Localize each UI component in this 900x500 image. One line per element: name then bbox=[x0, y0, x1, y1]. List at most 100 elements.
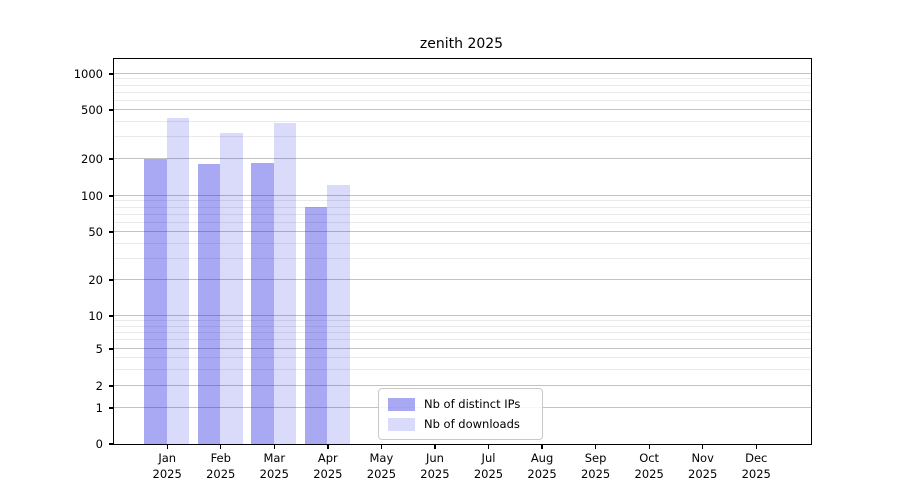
y-tick-label: 1000 bbox=[73, 67, 103, 81]
x-tick-label: Feb 2025 bbox=[193, 451, 249, 482]
gridline-minor bbox=[113, 221, 811, 223]
legend-item-downloads: Nb of downloads bbox=[388, 414, 533, 434]
x-label-month: Dec bbox=[745, 451, 768, 465]
x-tick-label: Jun 2025 bbox=[407, 451, 463, 482]
x-tick-label: Jan 2025 bbox=[139, 451, 195, 482]
x-label-year: 2025 bbox=[259, 466, 289, 481]
x-tick-label: Mar 2025 bbox=[246, 451, 302, 482]
x-tick-label: Aug 2025 bbox=[514, 451, 570, 482]
x-label-year: 2025 bbox=[206, 466, 236, 481]
x-label-year: 2025 bbox=[527, 466, 557, 481]
gridline-minor bbox=[113, 339, 811, 341]
x-label-month: Feb bbox=[210, 451, 231, 465]
gridline-minor bbox=[113, 84, 811, 86]
y-axis: 0 1 2 5 10 20 50 100 200 500 1000 bbox=[0, 59, 113, 451]
y-tick-label: 2 bbox=[95, 379, 103, 393]
x-label-month: Sep bbox=[584, 451, 607, 465]
gridline-major bbox=[113, 279, 811, 280]
y-tick-label: 1 bbox=[95, 401, 103, 415]
x-label-month: Mar bbox=[263, 451, 286, 465]
x-label-year: 2025 bbox=[634, 466, 664, 481]
x-label-year: 2025 bbox=[473, 466, 504, 481]
x-tick bbox=[273, 444, 275, 449]
x-tick bbox=[380, 444, 383, 449]
gridline-minor bbox=[113, 120, 811, 122]
x-tick-label: Sep 2025 bbox=[568, 451, 624, 482]
y-tick bbox=[108, 109, 113, 111]
y-tick bbox=[108, 195, 113, 197]
legend-swatch-downloads-icon bbox=[388, 417, 415, 431]
gridline-minor bbox=[113, 357, 811, 358]
y-tick-label: 5 bbox=[95, 342, 103, 356]
gridline-minor bbox=[113, 368, 811, 370]
gridline-minor bbox=[113, 91, 811, 93]
y-tick bbox=[108, 443, 113, 445]
gridline-minor bbox=[113, 257, 811, 259]
x-label-month: Jun bbox=[425, 451, 444, 465]
x-tick-label: Oct 2025 bbox=[621, 451, 677, 482]
y-tick-label: 200 bbox=[81, 152, 103, 166]
y-tick-label: 500 bbox=[81, 103, 103, 117]
legend-label: Nb of downloads bbox=[424, 417, 520, 431]
x-label-year: 2025 bbox=[366, 466, 397, 481]
gridline-major bbox=[113, 315, 811, 316]
gridline-minor bbox=[113, 325, 811, 327]
gridline-major bbox=[113, 385, 811, 386]
x-label-month: May bbox=[369, 451, 394, 465]
x-tick bbox=[755, 444, 757, 449]
x-label-year: 2025 bbox=[741, 466, 771, 481]
x-tick bbox=[648, 444, 650, 449]
gridline-minor bbox=[113, 99, 811, 101]
y-tick bbox=[108, 279, 113, 281]
x-tick-label: Dec 2025 bbox=[728, 451, 784, 482]
y-tick-label: 20 bbox=[88, 273, 103, 287]
bar-distinct-ips bbox=[144, 158, 167, 444]
gridline-minor bbox=[113, 136, 811, 138]
x-tick bbox=[487, 444, 490, 449]
y-tick bbox=[108, 348, 113, 350]
x-label-month: Oct bbox=[639, 451, 660, 465]
x-label-month: Apr bbox=[317, 451, 338, 465]
x-axis: Jan 2025 Feb 2025 Mar 2025 Apr 2025 May 2025 Jun 20… bbox=[114, 444, 811, 494]
x-tick bbox=[702, 444, 704, 449]
gridline-minor bbox=[113, 78, 811, 80]
y-tick-label: 0 bbox=[95, 437, 103, 451]
y-tick-label: 100 bbox=[81, 189, 103, 203]
bar-downloads bbox=[273, 122, 297, 444]
x-label-year: 2025 bbox=[420, 466, 450, 481]
y-tick bbox=[108, 158, 113, 160]
gridline-minor bbox=[113, 200, 811, 202]
x-tick-label: Nov 2025 bbox=[675, 451, 731, 482]
x-tick-label: Apr 2025 bbox=[300, 451, 356, 482]
gridline-minor bbox=[113, 213, 811, 215]
bar-distinct-ips bbox=[251, 162, 274, 444]
bar-downloads bbox=[220, 133, 243, 444]
gridline-minor bbox=[113, 242, 811, 244]
legend-label: Nb of distinct IPs bbox=[424, 397, 521, 411]
x-tick bbox=[434, 444, 436, 449]
y-tick bbox=[108, 385, 113, 387]
x-tick bbox=[541, 444, 543, 449]
x-tick bbox=[220, 444, 222, 449]
y-tick-label: 10 bbox=[88, 309, 103, 323]
gridline-major bbox=[113, 158, 811, 159]
gridline-minor bbox=[113, 206, 811, 208]
x-tick bbox=[327, 444, 329, 449]
bar-distinct-ips bbox=[197, 164, 221, 444]
x-tick-label: May 2025 bbox=[353, 451, 409, 482]
x-label-year: 2025 bbox=[580, 466, 611, 481]
x-tick bbox=[595, 444, 597, 449]
x-label-month: Nov bbox=[691, 451, 714, 465]
bar-distinct-ips bbox=[304, 207, 328, 444]
y-tick bbox=[108, 407, 113, 409]
x-tick-label: Jul 2025 bbox=[461, 451, 517, 482]
gridline-major bbox=[113, 231, 811, 232]
x-label-month: Jul bbox=[481, 451, 496, 465]
y-tick bbox=[108, 231, 113, 233]
gridline-major bbox=[113, 195, 811, 196]
x-label-year: 2025 bbox=[688, 466, 718, 481]
plot-area bbox=[112, 57, 812, 445]
y-tick-label: 50 bbox=[88, 225, 103, 239]
gridline-major bbox=[113, 348, 811, 349]
gridline-major bbox=[113, 73, 811, 74]
